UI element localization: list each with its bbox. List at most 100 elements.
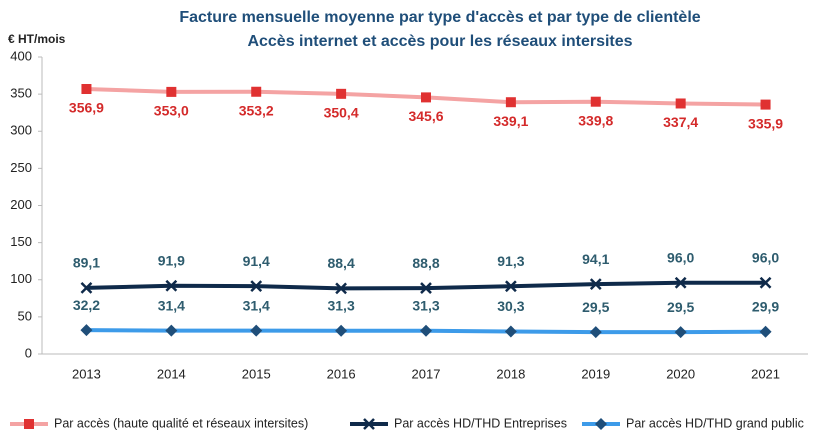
marker: [80, 324, 93, 337]
y-tick-label: 0: [25, 345, 32, 360]
data-point: [165, 324, 178, 337]
chart-subtitle: Accès internet et accès pour les réseaux…: [247, 33, 632, 50]
data-label: 91,3: [497, 253, 524, 269]
data-point: [335, 324, 348, 337]
x-tick-label: 2017: [412, 366, 441, 381]
data-point: [674, 276, 687, 289]
y-tick-label: 50: [18, 308, 32, 323]
marker: [590, 96, 601, 107]
data-label: 91,4: [243, 253, 270, 269]
marker: [165, 324, 178, 337]
data-label: 29,5: [582, 299, 609, 315]
data-label: 339,1: [493, 113, 528, 129]
marker: [674, 326, 687, 339]
marker: [250, 324, 263, 337]
legend-label: Par accès (haute qualité et réseaux inte…: [54, 416, 308, 430]
data-label: 29,5: [667, 299, 694, 315]
data-point: [760, 99, 771, 110]
marker: [420, 282, 432, 294]
data-point: [81, 84, 92, 95]
data-label: 350,4: [324, 105, 359, 121]
data-label: 31,4: [158, 297, 185, 313]
marker: [166, 86, 177, 97]
data-label: 31,3: [327, 297, 354, 313]
x-tick-label: 2019: [581, 366, 610, 381]
data-point: [251, 86, 262, 97]
marker: [759, 276, 772, 289]
marker: [505, 97, 516, 108]
data-point: [505, 97, 516, 108]
y-tick-label: 400: [10, 48, 32, 63]
marker: [504, 325, 517, 338]
x-tick-label: 2014: [157, 366, 186, 381]
data-label: 91,9: [158, 252, 185, 268]
marker: [420, 324, 432, 337]
data-point: [589, 278, 602, 291]
data-point: [674, 326, 687, 339]
data-point: [250, 324, 263, 337]
data-label: 32,2: [73, 297, 100, 313]
y-tick-label: 150: [10, 234, 32, 249]
marker: [674, 276, 687, 289]
legend-marker: [363, 418, 375, 430]
data-point: [336, 88, 347, 99]
data-point: [675, 98, 686, 109]
marker: [421, 92, 431, 103]
marker: [675, 98, 686, 109]
marker: [251, 86, 262, 97]
data-label: 96,0: [752, 249, 779, 265]
data-point: [421, 92, 431, 103]
data-label: 353,0: [154, 103, 189, 119]
y-axis-label: € HT/mois: [8, 32, 66, 46]
marker: [165, 279, 178, 292]
marker: [335, 324, 348, 337]
x-tick-label: 2013: [72, 366, 101, 381]
data-label: 88,4: [327, 255, 354, 271]
marker: [81, 84, 92, 95]
marker: [589, 278, 602, 291]
marker: [335, 282, 347, 295]
legend-marker: [595, 418, 607, 430]
data-point: [166, 86, 177, 97]
marker: [760, 99, 771, 110]
data-label: 345,6: [408, 108, 443, 124]
data-point: [250, 280, 263, 293]
y-tick-label: 350: [10, 86, 32, 101]
data-point: [420, 324, 432, 337]
chart-title: Facture mensuelle moyenne par type d'acc…: [179, 9, 700, 26]
x-tick-label: 2018: [496, 366, 525, 381]
data-point: [335, 282, 347, 295]
marker: [589, 326, 602, 339]
y-tick-label: 250: [10, 160, 32, 175]
marker: [80, 281, 93, 294]
data-label: 337,4: [663, 114, 698, 130]
data-point: [80, 324, 93, 337]
y-tick-label: 200: [10, 197, 32, 212]
x-tick-label: 2021: [751, 366, 780, 381]
data-label: 353,2: [239, 102, 274, 118]
data-label: 356,9: [69, 100, 104, 116]
data-label: 30,3: [497, 298, 524, 314]
data-label: 31,4: [243, 297, 270, 313]
data-point: [759, 325, 772, 338]
x-tick-label: 2020: [666, 366, 695, 381]
legend-label: Par accès HD/THD Entreprises: [394, 416, 567, 430]
data-point: [505, 280, 517, 293]
data-label: 88,8: [412, 255, 439, 271]
data-label: 31,3: [412, 297, 439, 313]
data-point: [420, 282, 432, 294]
marker: [505, 280, 517, 293]
y-tick-label: 100: [10, 271, 32, 286]
data-point: [589, 326, 602, 339]
data-label: 339,8: [578, 112, 613, 128]
data-label: 335,9: [748, 115, 783, 131]
marker: [250, 280, 263, 293]
data-label: 29,9: [752, 299, 779, 315]
data-point: [80, 281, 93, 294]
data-point: [590, 96, 601, 107]
marker: [759, 325, 772, 338]
data-point: [504, 325, 517, 338]
x-tick-label: 2015: [242, 366, 271, 381]
data-label: 94,1: [582, 251, 609, 267]
